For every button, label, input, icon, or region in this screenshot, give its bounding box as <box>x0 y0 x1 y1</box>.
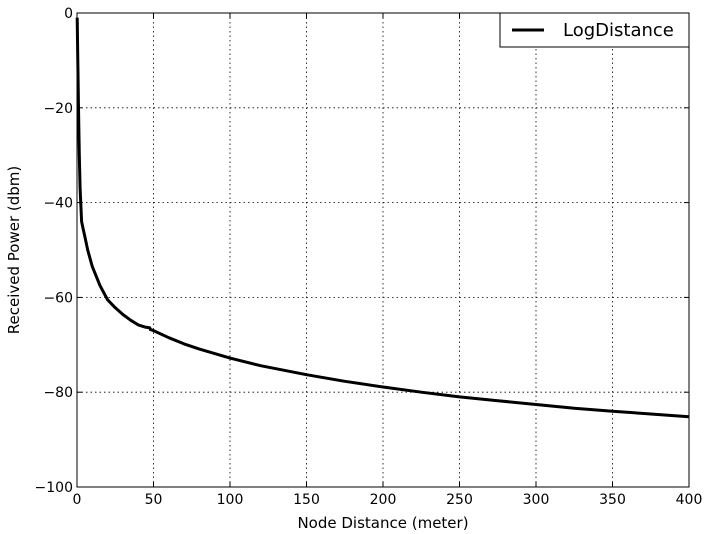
series-line-logdistance <box>75 17 690 419</box>
y-axis-label: Received Power (dbm) <box>5 166 23 335</box>
x-tick-label: 0 <box>73 492 82 508</box>
x-tick-label: 150 <box>293 492 320 508</box>
x-tick-label: 50 <box>145 492 163 508</box>
y-tick-label: −80 <box>43 385 73 401</box>
y-tick-label: 0 <box>64 6 73 22</box>
y-tick-label: −20 <box>43 101 73 117</box>
series-lines <box>75 17 690 419</box>
legend-label: LogDistance <box>563 20 674 41</box>
x-tick-label: 350 <box>599 492 626 508</box>
x-tick-label: 400 <box>676 492 703 508</box>
y-tick-label: −60 <box>43 290 73 306</box>
x-axis-label: Node Distance (meter) <box>297 514 468 532</box>
y-tick-label: −100 <box>35 480 73 496</box>
grid-lines <box>76 12 690 488</box>
x-tick-label: 250 <box>446 492 473 508</box>
x-tick-label: 200 <box>370 492 397 508</box>
axis-ticks <box>76 12 690 488</box>
x-tick-label: 100 <box>217 492 244 508</box>
legend: LogDistance <box>499 12 690 48</box>
plot-frame <box>76 12 690 488</box>
tick-labels: 0 50 100 150 200 250 300 350 400 0 −20 −40 −60 −80 −10… <box>35 6 703 508</box>
x-tick-label: 300 <box>523 492 550 508</box>
y-tick-label: −40 <box>43 196 73 212</box>
